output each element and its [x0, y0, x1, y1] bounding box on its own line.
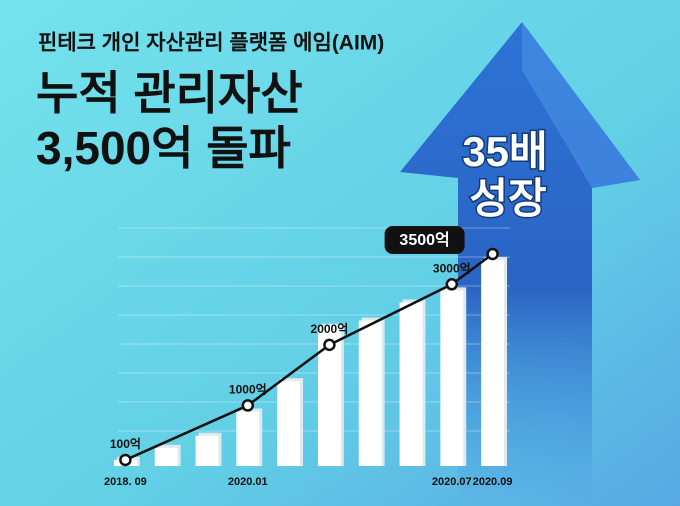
line-segment — [328, 283, 453, 346]
bar — [440, 290, 464, 466]
line-segment — [247, 343, 331, 407]
line-point — [445, 278, 459, 291]
bar — [481, 260, 505, 466]
line-segment — [124, 404, 249, 462]
data-label: 3000억 — [433, 261, 471, 275]
bar — [154, 447, 178, 466]
x-tick-label: 2020.01 — [228, 476, 268, 488]
title-line: 3,500억 돌파 — [36, 122, 291, 174]
line-point — [323, 338, 336, 352]
arrow-highlight — [522, 22, 640, 188]
data-label: 1000억 — [229, 383, 267, 397]
line-segment — [451, 252, 494, 286]
line-point — [241, 399, 255, 412]
x-tick-label: 2020.07 — [432, 476, 472, 488]
data-label: 2000억 — [311, 322, 349, 336]
line-point — [119, 453, 132, 467]
label-bubble — [384, 226, 465, 254]
subtitle: 핀테크 개인 자산관리 플랫폼 에임(AIM) — [38, 32, 384, 55]
title-line: 누적 관리자산 — [36, 67, 303, 119]
x-tick-label: 2020.09 — [473, 476, 513, 488]
annotation: 35배 — [462, 128, 547, 175]
bar — [317, 326, 341, 466]
annotation: 성장 — [469, 175, 546, 222]
bar — [195, 435, 219, 466]
bar — [358, 320, 382, 466]
data-label: 3500억 — [399, 230, 449, 249]
bar — [236, 411, 260, 466]
bar — [399, 302, 423, 466]
line-point — [486, 247, 499, 261]
data-label: 100억 — [110, 437, 141, 451]
x-tick-label: 2018. 09 — [104, 476, 147, 488]
bar — [277, 381, 301, 466]
